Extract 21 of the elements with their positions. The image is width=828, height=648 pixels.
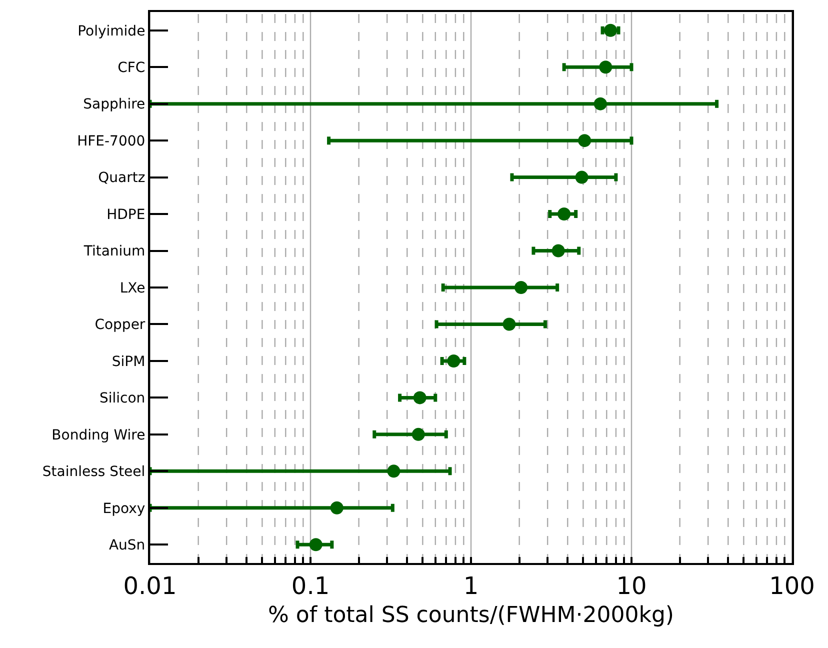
y-tick-label: SiPM (112, 354, 146, 370)
x-tick-label: 1 (463, 572, 479, 600)
x-tick-label: 0.1 (291, 572, 330, 600)
x-tick-label: 10 (616, 572, 647, 600)
y-tick-label: Polyimide (78, 23, 146, 40)
y-tick-label: Titanium (82, 244, 146, 260)
y-tick-label: AuSn (108, 538, 146, 554)
y-tick-label: Copper (94, 317, 146, 334)
y-tick-label: Epoxy (102, 500, 146, 517)
x-tick-label: 100 (769, 572, 815, 600)
x-axis-title: % of total SS counts/(FWHM·2000kg) (268, 603, 674, 628)
y-tick-label: LXe (120, 280, 146, 296)
y-tick-label: Sapphire (83, 96, 146, 113)
y-tick-label: Silicon (99, 390, 146, 407)
y-tick-label: Quartz (98, 170, 146, 186)
y-tick-label: HFE-7000 (77, 133, 146, 150)
x-tick-label: 0.01 (123, 572, 177, 600)
y-tick-label: Stainless Steel (42, 464, 146, 480)
y-tick-label: HDPE (106, 206, 146, 223)
y-tick-label: Bonding Wire (52, 427, 146, 444)
y-tick-label: CFC (118, 60, 146, 76)
